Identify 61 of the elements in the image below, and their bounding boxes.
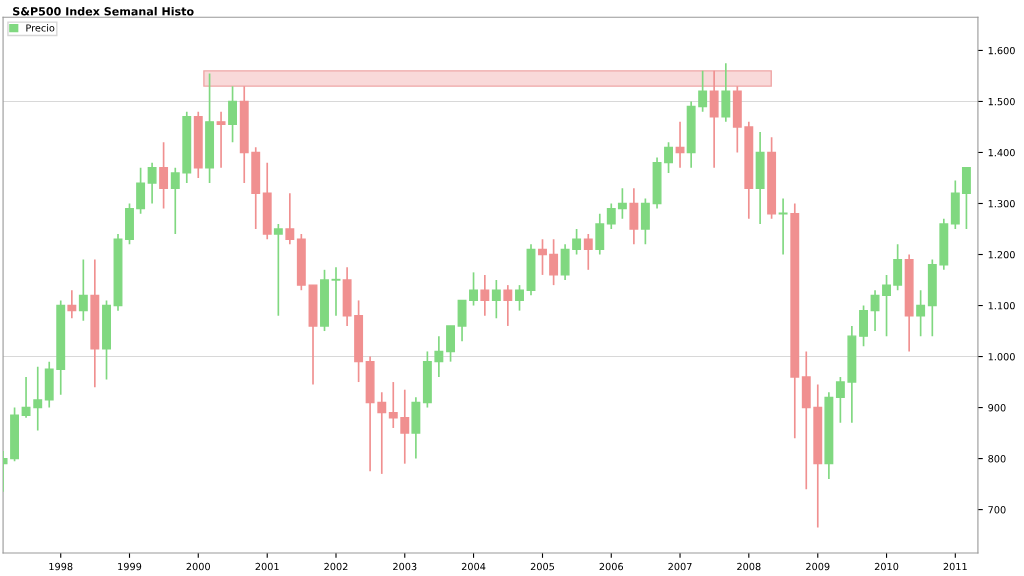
x-tick-label: 2000	[186, 562, 210, 571]
chart-title: S&P500 Index Semanal Histo	[13, 6, 194, 16]
y-tick-label: 1.000	[988, 353, 1015, 361]
y-tick-label: 1.400	[988, 148, 1015, 157]
candlestick	[491, 279, 501, 320]
y-tick-label: 1.100	[988, 302, 1015, 310]
x-tick-label: 1998	[49, 562, 73, 571]
candlestick	[170, 166, 180, 235]
candlestick	[664, 141, 674, 174]
candlestick	[538, 238, 547, 276]
y-tick-label: 1.600	[988, 46, 1015, 55]
x-tick-label: 2011	[943, 562, 967, 571]
candlestick	[606, 202, 616, 230]
y-tick-label: 1.300	[988, 199, 1015, 208]
candlestick	[503, 284, 513, 327]
candlestick	[228, 85, 238, 144]
candlestick	[480, 274, 490, 317]
candlestick	[67, 289, 77, 320]
candlestick	[870, 289, 880, 332]
candlestick	[572, 228, 582, 256]
candlestick	[515, 284, 524, 312]
y-tick-label: 800	[988, 455, 1006, 463]
y-tick-label: 900	[988, 404, 1006, 412]
x-tick-label: 2002	[324, 562, 348, 571]
candlestick	[377, 391, 387, 475]
x-tick-label: 2008	[737, 562, 761, 571]
candlestick	[21, 376, 31, 419]
y-tick-label: 1.500	[988, 97, 1015, 106]
candlestick	[583, 233, 593, 271]
x-tick-label: 2003	[393, 562, 417, 571]
y-tick-label: 1.200	[988, 250, 1015, 259]
candlestick	[33, 365, 43, 432]
x-tick-label: 2007	[668, 562, 692, 571]
x-tick-label: 2006	[599, 562, 624, 571]
legend-label: Precio	[26, 24, 55, 32]
x-tick-label: 2009	[806, 562, 830, 571]
candlestick	[147, 161, 157, 205]
candlestick	[434, 335, 444, 378]
candlestick	[778, 197, 788, 256]
candlestick	[916, 289, 926, 337]
candlestick	[549, 238, 559, 286]
candlestick	[698, 70, 708, 113]
x-tick-label: 2010	[874, 562, 899, 571]
candlestick	[78, 258, 88, 322]
candlestick	[882, 274, 892, 337]
candlestick	[273, 223, 283, 317]
candlestick	[216, 110, 226, 169]
candlestick	[835, 376, 845, 424]
x-tick-label: 2001	[255, 562, 279, 571]
x-tick-label: 2004	[461, 562, 486, 571]
candlestick	[388, 381, 398, 429]
candlestick	[331, 266, 341, 317]
candlestick	[469, 271, 479, 307]
x-tick-label: 2005	[530, 562, 555, 571]
candlestick	[285, 192, 295, 246]
y-tick-label: 700	[988, 506, 1006, 514]
candlestick	[400, 388, 410, 465]
candlestick	[617, 187, 627, 220]
candlestick	[675, 121, 685, 169]
x-tick-label: 1999	[118, 562, 142, 571]
candlestick	[159, 141, 169, 210]
